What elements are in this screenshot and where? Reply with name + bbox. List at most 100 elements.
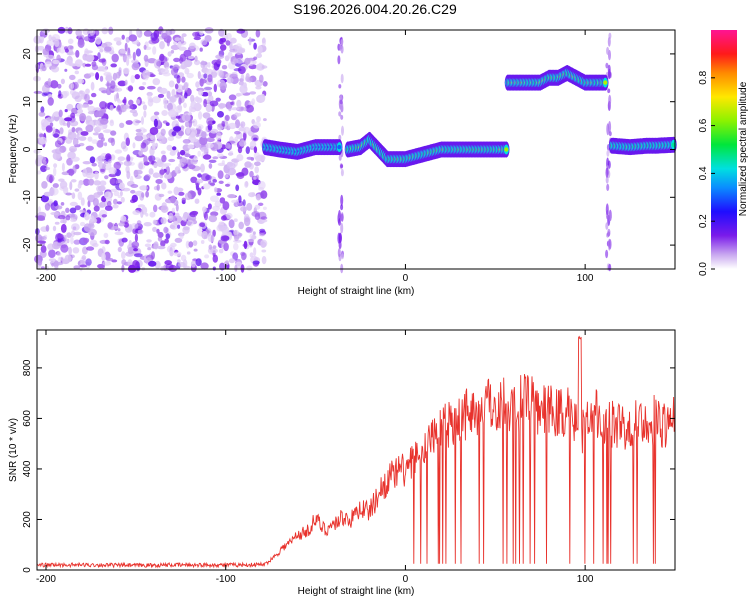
- noise-blob: [64, 90, 70, 97]
- noise-blob: [199, 47, 203, 52]
- noise-blob: [245, 181, 249, 187]
- noise-blob: [118, 182, 125, 190]
- noise-blob: [195, 258, 202, 267]
- noise-blob: [81, 255, 87, 261]
- noise-blob: [149, 211, 156, 218]
- colorbar-label: Normalized spectral amplitude: [738, 81, 749, 216]
- noise-blob: [608, 68, 611, 79]
- noise-blob: [144, 243, 152, 248]
- noise-blob: [109, 104, 114, 111]
- noise-blob: [66, 103, 74, 111]
- noise-blob: [167, 102, 173, 112]
- noise-blob: [69, 181, 73, 191]
- noise-blob: [171, 89, 176, 97]
- noise-blob: [152, 219, 158, 225]
- noise-blob: [179, 232, 184, 240]
- noise-blob: [128, 99, 134, 106]
- noise-blob: [79, 221, 86, 227]
- noise-blob: [248, 36, 252, 46]
- noise-blob: [608, 239, 612, 250]
- x-tick-label: 0: [403, 273, 409, 284]
- noise-blob: [164, 238, 169, 244]
- noise-blob: [152, 78, 161, 86]
- noise-blob: [220, 37, 227, 43]
- noise-blob: [340, 164, 344, 169]
- noise-blob: [197, 150, 201, 157]
- noise-blob: [250, 157, 255, 161]
- noise-blob: [175, 105, 183, 114]
- noise-blob: [260, 216, 268, 220]
- noise-blob: [253, 176, 257, 180]
- noise-blob: [238, 140, 247, 147]
- noise-blob: [113, 161, 122, 170]
- noise-blob: [161, 110, 168, 116]
- noise-blob: [70, 112, 76, 119]
- noise-blob: [134, 74, 140, 80]
- noise-blob: [187, 55, 195, 60]
- noise-blob: [228, 258, 235, 264]
- noise-blob: [40, 106, 45, 114]
- noise-blob: [136, 99, 141, 105]
- spectrogram-track: [504, 65, 609, 91]
- noise-blob: [130, 175, 134, 183]
- noise-blob: [100, 168, 105, 172]
- noise-blob: [256, 116, 261, 123]
- noise-blob: [218, 102, 225, 110]
- noise-blob: [156, 159, 161, 165]
- noise-blob: [256, 154, 266, 162]
- noise-blob: [338, 84, 342, 89]
- noise-blob: [51, 262, 55, 267]
- noise-blob: [159, 53, 165, 62]
- noise-blob: [238, 232, 243, 237]
- noise-blob: [248, 192, 256, 198]
- noise-blob: [253, 42, 257, 50]
- noise-blob: [66, 238, 70, 244]
- noise-blob: [200, 39, 208, 46]
- noise-blob: [189, 131, 196, 141]
- noise-blob: [244, 57, 251, 65]
- track-core: [603, 80, 608, 85]
- noise-blob: [608, 32, 612, 40]
- noise-blob: [340, 39, 344, 45]
- noise-blob: [259, 74, 264, 83]
- noise-blob: [86, 246, 95, 251]
- noise-blob: [162, 72, 171, 77]
- noise-blob: [223, 242, 229, 252]
- noise-blob: [228, 219, 235, 229]
- noise-blob: [165, 263, 174, 271]
- noise-blob: [81, 104, 90, 108]
- noise-blob: [190, 94, 195, 103]
- snr-y-label: SNR (10 * v/v): [8, 418, 19, 482]
- noise-blob: [135, 120, 142, 124]
- noise-blob: [117, 104, 121, 111]
- y-tick-label: -10: [22, 190, 33, 205]
- noise-blob: [85, 54, 95, 62]
- noise-blob: [179, 53, 187, 62]
- noise-blob: [226, 77, 234, 84]
- noise-blob: [193, 248, 198, 252]
- noise-blob: [141, 192, 145, 198]
- noise-blob: [208, 244, 213, 250]
- noise-blob: [133, 248, 139, 252]
- noise-blob: [244, 217, 251, 227]
- noise-blob: [74, 59, 83, 67]
- noise-blob: [128, 105, 134, 110]
- noise-blob: [66, 169, 75, 174]
- noise-blob: [165, 122, 170, 126]
- noise-blob: [218, 28, 225, 37]
- noise-blob: [116, 98, 121, 102]
- noise-blob: [48, 249, 56, 258]
- noise-blob: [219, 81, 227, 91]
- noise-blob: [71, 230, 75, 238]
- noise-blob: [233, 68, 242, 72]
- noise-blob: [153, 162, 158, 169]
- noise-blob: [202, 206, 207, 213]
- noise-blob: [61, 162, 65, 172]
- noise-blob: [65, 136, 69, 142]
- noise-blob: [203, 86, 212, 92]
- noise-blob: [208, 163, 213, 169]
- noise-blob: [152, 172, 160, 178]
- noise-blob: [84, 212, 90, 221]
- figure-title: S196.2026.004.20.26.C29: [293, 1, 457, 17]
- x-tick-label: 100: [577, 574, 594, 585]
